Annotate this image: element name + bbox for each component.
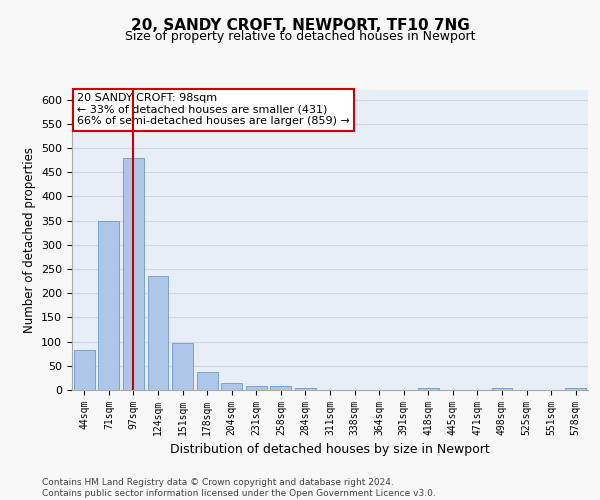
Bar (418, 388, 439, 390)
Bar (172, 343, 193, 390)
Bar (565, 388, 586, 390)
Text: 20 SANDY CROFT: 98sqm
← 33% of detached houses are smaller (431)
66% of semi-det: 20 SANDY CROFT: 98sqm ← 33% of detached … (77, 93, 350, 126)
Bar (271, 386, 292, 390)
X-axis label: Distribution of detached houses by size in Newport: Distribution of detached houses by size … (170, 444, 490, 456)
Bar (491, 388, 512, 390)
Text: 20, SANDY CROFT, NEWPORT, TF10 7NG: 20, SANDY CROFT, NEWPORT, TF10 7NG (131, 18, 469, 32)
Bar (148, 276, 169, 390)
Bar (197, 372, 218, 390)
Y-axis label: Number of detached properties: Number of detached properties (23, 147, 35, 333)
Bar (295, 388, 316, 390)
Text: Size of property relative to detached houses in Newport: Size of property relative to detached ho… (125, 30, 475, 43)
Bar (246, 386, 267, 390)
Bar (221, 382, 242, 390)
Text: Contains HM Land Registry data © Crown copyright and database right 2024.
Contai: Contains HM Land Registry data © Crown c… (42, 478, 436, 498)
Bar (123, 158, 144, 390)
Bar (74, 350, 95, 390)
Bar (98, 220, 119, 390)
